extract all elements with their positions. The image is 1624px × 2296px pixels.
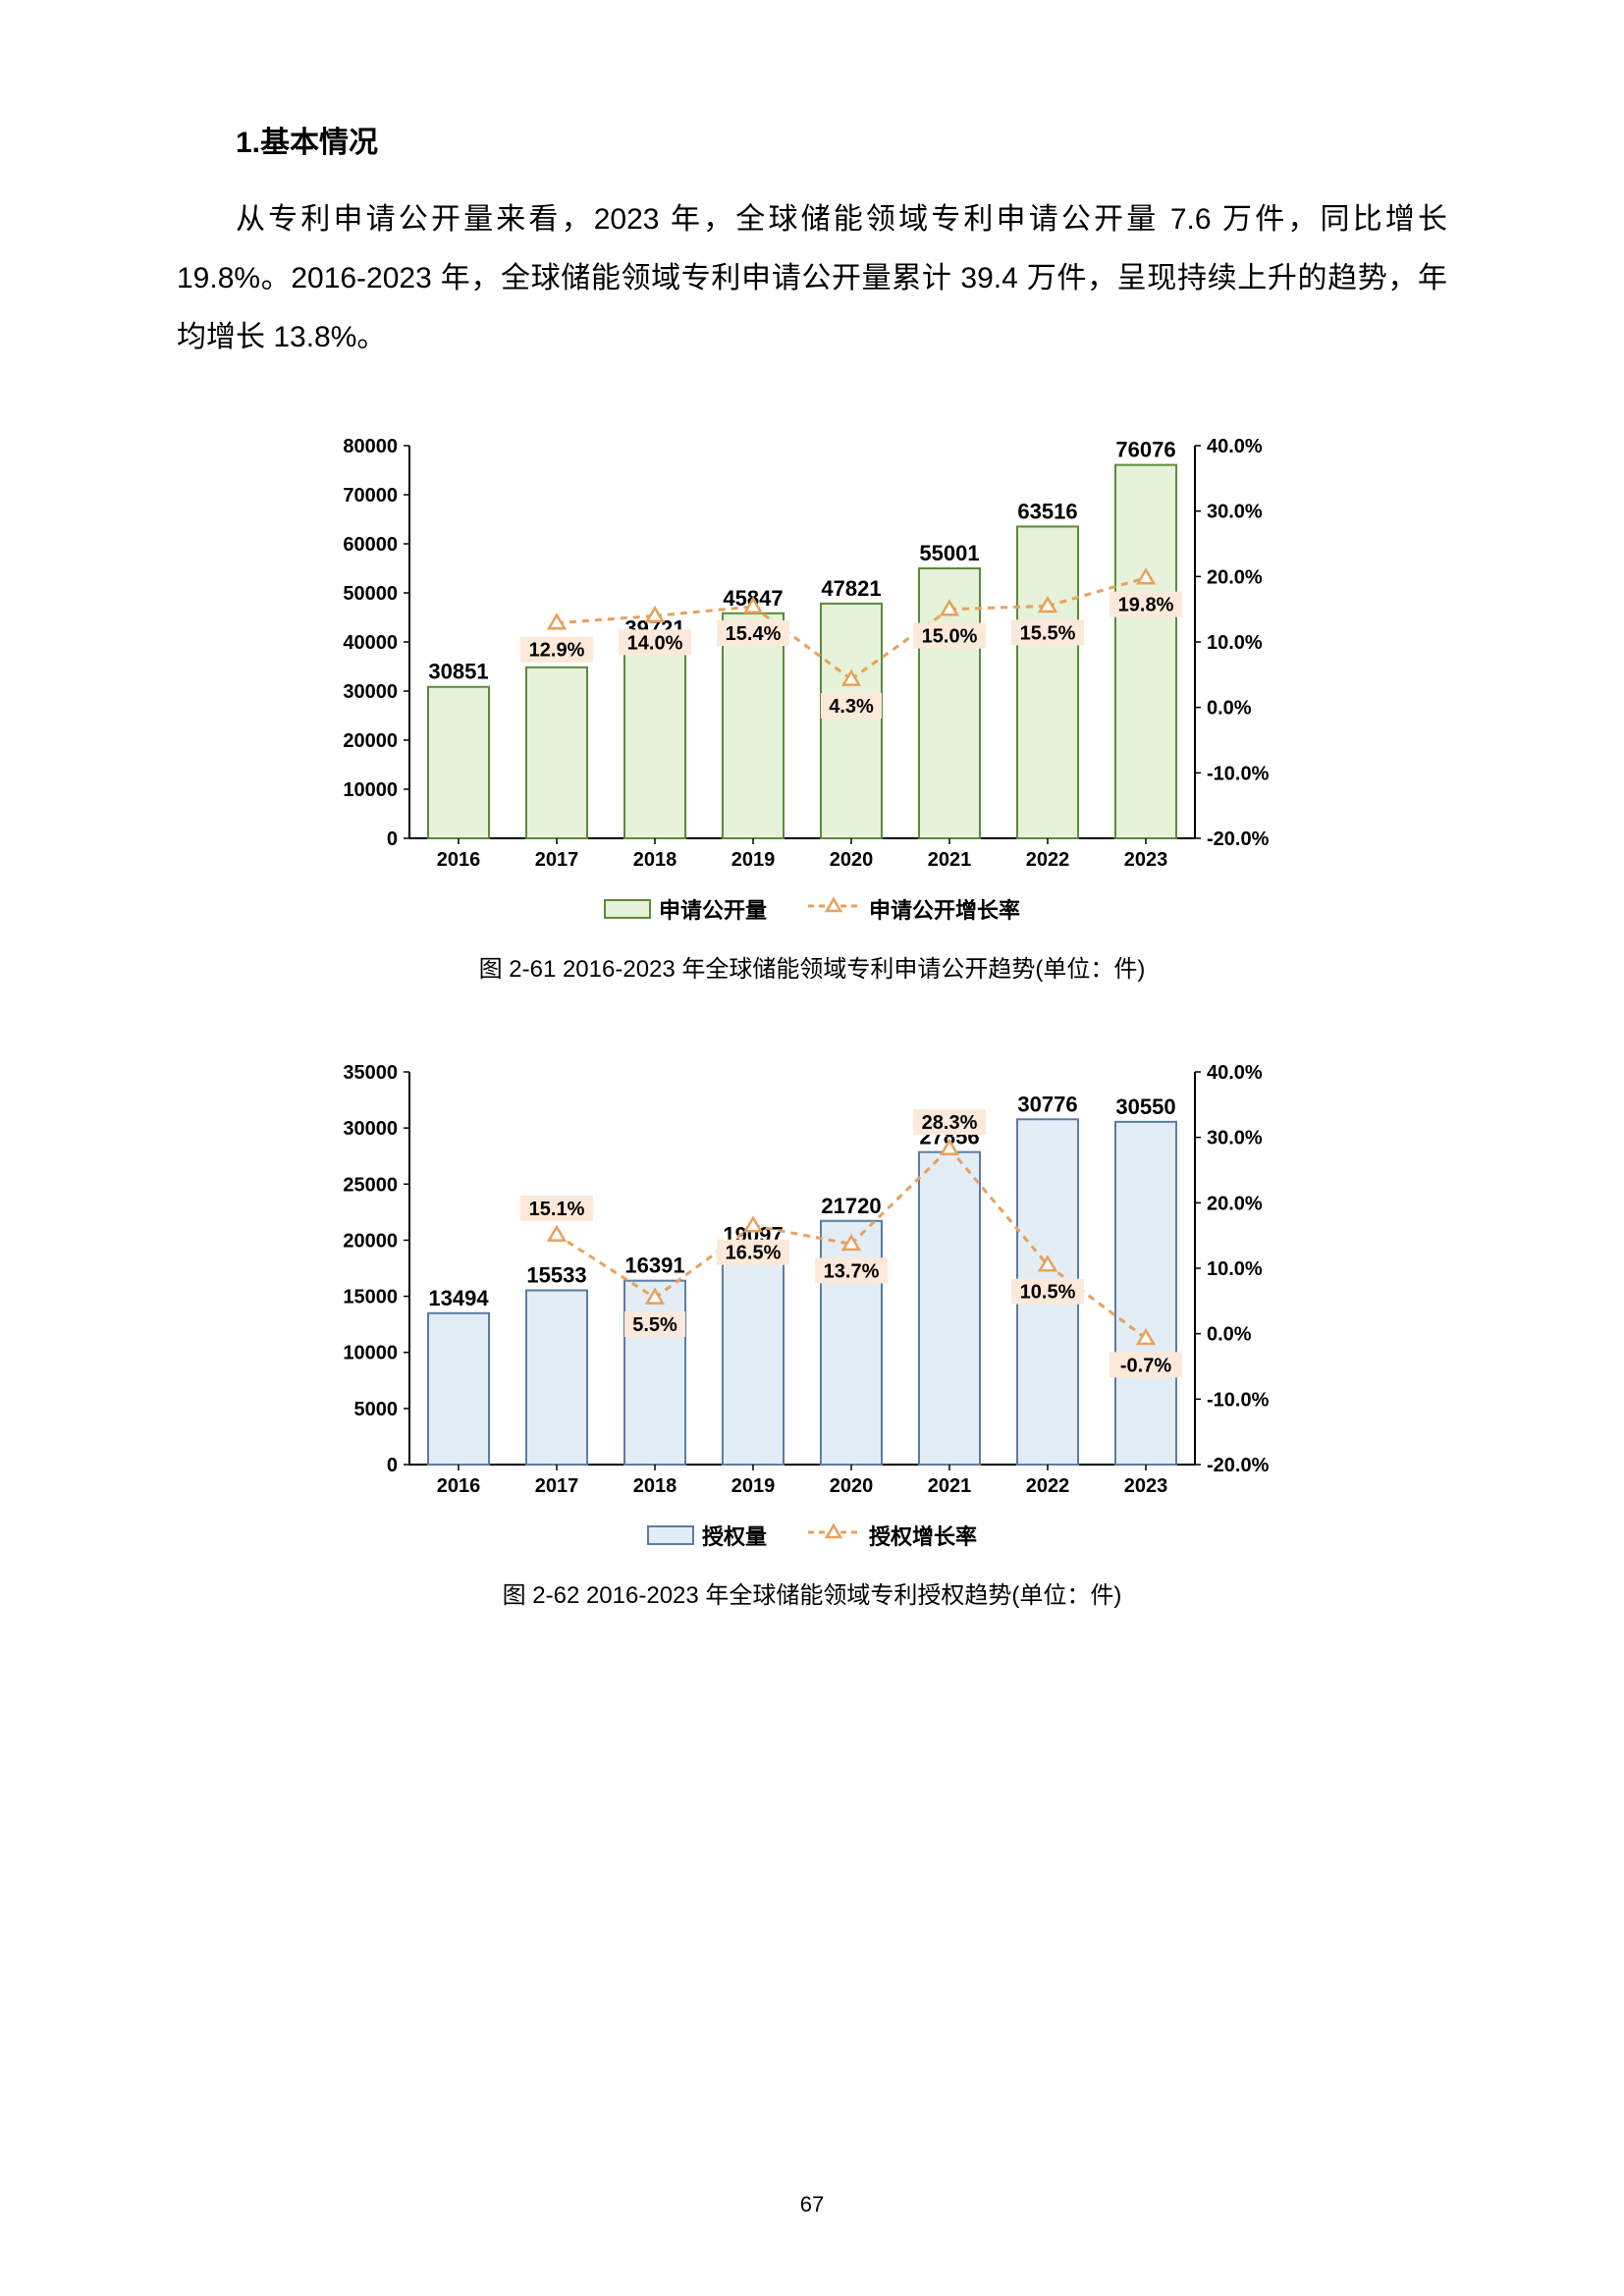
- svg-text:2020: 2020: [830, 849, 874, 871]
- svg-text:30550: 30550: [1115, 1095, 1175, 1119]
- svg-text:5.5%: 5.5%: [632, 1314, 677, 1336]
- svg-text:5000: 5000: [354, 1399, 399, 1420]
- legend-line-2: 授权增长率: [806, 1520, 977, 1551]
- svg-text:35000: 35000: [343, 1062, 398, 1084]
- legend-swatch-bar-icon: [647, 1525, 694, 1545]
- svg-text:20.0%: 20.0%: [1207, 1193, 1263, 1214]
- svg-text:30776: 30776: [1017, 1092, 1077, 1116]
- chart-1: 0 10000 20000 30000 40000 50000 60000 70000 8000…: [177, 416, 1447, 984]
- svg-text:2023: 2023: [1124, 849, 1168, 871]
- svg-text:13494: 13494: [428, 1286, 489, 1310]
- svg-text:70000: 70000: [343, 485, 398, 507]
- svg-text:60000: 60000: [343, 534, 398, 556]
- svg-text:15.5%: 15.5%: [1020, 622, 1076, 644]
- svg-text:30000: 30000: [343, 1118, 398, 1140]
- svg-text:2019: 2019: [731, 1475, 776, 1497]
- legend-bar-label: 申请公开量: [659, 893, 767, 925]
- svg-text:10000: 10000: [343, 779, 398, 801]
- svg-text:21720: 21720: [821, 1194, 881, 1218]
- svg-text:15.1%: 15.1%: [529, 1199, 585, 1220]
- svg-text:40.0%: 40.0%: [1207, 436, 1263, 457]
- svg-text:10.0%: 10.0%: [1207, 1258, 1263, 1280]
- svg-text:19.8%: 19.8%: [1118, 595, 1174, 616]
- svg-text:0: 0: [387, 1455, 398, 1476]
- svg-text:0: 0: [387, 828, 398, 850]
- chart-2-svg: 0 5000 10000 15000 20000 25000 30000 35000 -20.0…: [301, 1042, 1323, 1514]
- svg-text:12.9%: 12.9%: [529, 640, 585, 662]
- svg-text:20000: 20000: [343, 730, 398, 752]
- svg-text:-20.0%: -20.0%: [1207, 1455, 1270, 1476]
- svg-text:50000: 50000: [343, 583, 398, 605]
- svg-text:13.7%: 13.7%: [824, 1260, 880, 1282]
- svg-text:30000: 30000: [343, 681, 398, 703]
- body-paragraph: 从专利申请公开量来看，2023 年，全球储能领域专利申请公开量 7.6 万件，同…: [177, 190, 1447, 367]
- svg-text:20000: 20000: [343, 1230, 398, 1252]
- chart-1-svg: 0 10000 20000 30000 40000 50000 60000 70000 8000…: [301, 416, 1323, 887]
- svg-text:2022: 2022: [1026, 849, 1070, 871]
- svg-text:2016: 2016: [437, 1475, 481, 1497]
- svg-text:55001: 55001: [919, 541, 979, 565]
- svg-text:2023: 2023: [1124, 1475, 1168, 1497]
- page-number: 67: [0, 2192, 1624, 2217]
- svg-text:76076: 76076: [1115, 438, 1175, 462]
- svg-text:0.0%: 0.0%: [1207, 1324, 1252, 1346]
- section-heading: 1.基本情况: [177, 118, 1447, 161]
- svg-text:15533: 15533: [526, 1262, 586, 1287]
- svg-text:20.0%: 20.0%: [1207, 566, 1263, 588]
- svg-text:10.0%: 10.0%: [1207, 632, 1263, 654]
- chart-1-legend: 申请公开量 申请公开增长率: [177, 893, 1447, 925]
- svg-text:-20.0%: -20.0%: [1207, 828, 1270, 850]
- svg-text:80000: 80000: [343, 436, 398, 457]
- svg-text:2017: 2017: [535, 849, 579, 871]
- legend-line-label: 授权增长率: [869, 1520, 977, 1551]
- legend-line-label: 申请公开增长率: [869, 893, 1020, 925]
- svg-text:-0.7%: -0.7%: [1120, 1355, 1171, 1376]
- svg-text:2021: 2021: [928, 849, 972, 871]
- svg-text:2018: 2018: [633, 1475, 677, 1497]
- svg-text:14.0%: 14.0%: [627, 632, 683, 654]
- legend-line-1: 申请公开增长率: [806, 893, 1020, 925]
- svg-text:47821: 47821: [821, 576, 881, 601]
- svg-text:2017: 2017: [535, 1475, 579, 1497]
- svg-text:30851: 30851: [428, 660, 488, 684]
- svg-text:28.3%: 28.3%: [922, 1112, 978, 1134]
- svg-text:2020: 2020: [830, 1475, 874, 1497]
- chart-2-caption: 图 2-62 2016-2023 年全球储能领域专利授权趋势(单位：件): [177, 1575, 1447, 1610]
- svg-text:4.3%: 4.3%: [829, 696, 874, 718]
- svg-text:15000: 15000: [343, 1287, 398, 1308]
- svg-text:10000: 10000: [343, 1343, 398, 1364]
- svg-text:0.0%: 0.0%: [1207, 698, 1252, 720]
- svg-text:15.0%: 15.0%: [922, 626, 978, 648]
- legend-swatch-line-icon: [806, 896, 861, 922]
- svg-text:2018: 2018: [633, 849, 677, 871]
- svg-text:16391: 16391: [624, 1254, 684, 1278]
- svg-text:-10.0%: -10.0%: [1207, 1389, 1270, 1411]
- chart-1-caption: 图 2-61 2016-2023 年全球储能领域专利申请公开趋势(单位：件): [177, 949, 1447, 984]
- legend-bar-1: 申请公开量: [604, 893, 767, 925]
- legend-swatch-bar-icon: [604, 899, 651, 919]
- svg-text:30.0%: 30.0%: [1207, 1128, 1263, 1149]
- svg-text:40.0%: 40.0%: [1207, 1062, 1263, 1084]
- svg-text:16.5%: 16.5%: [726, 1243, 782, 1264]
- svg-text:2021: 2021: [928, 1475, 972, 1497]
- chart-2-legend: 授权量 授权增长率: [177, 1520, 1447, 1551]
- svg-text:2022: 2022: [1026, 1475, 1070, 1497]
- svg-text:15.4%: 15.4%: [726, 623, 782, 645]
- svg-text:2019: 2019: [731, 849, 776, 871]
- svg-text:25000: 25000: [343, 1174, 398, 1196]
- svg-text:30.0%: 30.0%: [1207, 502, 1263, 523]
- legend-swatch-line-icon: [806, 1522, 861, 1548]
- svg-text:2016: 2016: [437, 849, 481, 871]
- chart-2: 0 5000 10000 15000 20000 25000 30000 35000 -20.0…: [177, 1042, 1447, 1610]
- svg-text:-10.0%: -10.0%: [1207, 763, 1270, 784]
- svg-text:63516: 63516: [1017, 499, 1077, 523]
- legend-bar-2: 授权量: [647, 1520, 767, 1551]
- legend-bar-label: 授权量: [702, 1520, 767, 1551]
- svg-text:10.5%: 10.5%: [1020, 1282, 1076, 1304]
- svg-text:40000: 40000: [343, 632, 398, 654]
